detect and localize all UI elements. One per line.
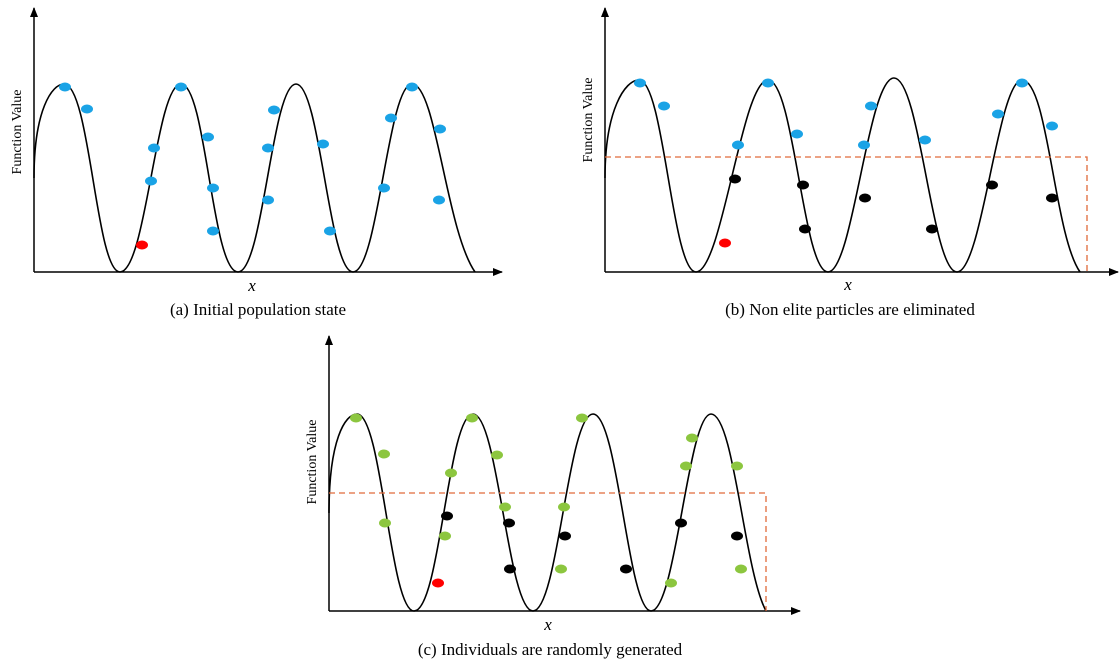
initial-particle (406, 82, 418, 92)
eliminated-particle (797, 180, 809, 190)
initial-particle (433, 195, 445, 205)
eliminated-particle (559, 531, 571, 541)
initial-particle (992, 109, 1004, 119)
eliminated-particle (441, 511, 453, 521)
generated-particle (576, 413, 588, 423)
elite-threshold-c (329, 492, 767, 611)
initial-particle (658, 101, 670, 111)
particles-c (350, 413, 747, 588)
initial-particle (59, 82, 71, 92)
eliminated-particle (859, 193, 871, 203)
initial-particle (81, 104, 93, 114)
function-curve-b (604, 77, 1081, 273)
generated-particle (499, 502, 511, 512)
eliminated-particle (1046, 193, 1058, 203)
eliminated-particle (503, 518, 515, 528)
generated-particle (350, 413, 362, 423)
initial-particle (634, 78, 646, 88)
initial-particle (317, 139, 329, 149)
generated-particle (445, 468, 457, 478)
eliminated-particle (504, 564, 516, 574)
initial-particle (145, 176, 157, 186)
best-particle (432, 578, 444, 588)
generated-particle (555, 564, 567, 574)
initial-particle (378, 183, 390, 193)
generated-particle (665, 578, 677, 588)
eliminated-particle (729, 174, 741, 184)
panel-c: Function Value x (c) Individuals are ran… (305, 335, 801, 659)
generated-particle (466, 413, 478, 423)
eliminated-particle (675, 518, 687, 528)
initial-particle (1016, 78, 1028, 88)
x-axis-label-a: x (247, 276, 256, 295)
particles-b (634, 78, 1058, 248)
initial-particle (148, 143, 160, 153)
x-axis-label-c: x (543, 615, 552, 634)
initial-particle (207, 226, 219, 236)
generated-particle (439, 531, 451, 541)
eliminated-particle (731, 531, 743, 541)
generated-particle (731, 461, 743, 471)
eliminated-particle (799, 224, 811, 234)
y-axis-label-c: Function Value (305, 420, 320, 505)
particles-a (59, 82, 446, 250)
eliminated-particle (620, 564, 632, 574)
initial-particle (268, 105, 280, 115)
caption-c: (c) Individuals are randomly generated (418, 640, 683, 659)
eliminated-particle (926, 224, 938, 234)
eliminated-particle (986, 180, 998, 190)
best-particle (136, 240, 148, 250)
y-axis-label-a: Function Value (10, 90, 25, 175)
best-particle (719, 238, 731, 248)
caption-b: (b) Non elite particles are eliminated (725, 300, 975, 319)
generated-particle (735, 564, 747, 574)
initial-particle (207, 183, 219, 193)
initial-particle (202, 132, 214, 142)
generated-particle (379, 518, 391, 528)
initial-particle (1046, 121, 1058, 131)
initial-particle (385, 113, 397, 123)
initial-particle (175, 82, 187, 92)
initial-particle (791, 129, 803, 139)
initial-particle (434, 124, 446, 134)
initial-particle (262, 143, 274, 153)
initial-particle (262, 195, 274, 205)
panel-b: Function Value x (b) Non elite particles… (581, 7, 1119, 319)
initial-particle (919, 135, 931, 145)
initial-particle (324, 226, 336, 236)
generated-particle (686, 433, 698, 443)
generated-particle (491, 450, 503, 460)
y-axis-label-b: Function Value (581, 78, 596, 163)
function-curve-c (328, 413, 767, 612)
caption-a: (a) Initial population state (170, 300, 346, 319)
generated-particle (680, 461, 692, 471)
generated-particle (558, 502, 570, 512)
elite-threshold-b (605, 156, 1088, 272)
initial-particle (858, 140, 870, 150)
initial-particle (865, 101, 877, 111)
x-axis-label-b: x (843, 275, 852, 294)
initial-particle (732, 140, 744, 150)
generated-particle (378, 449, 390, 459)
function-curve-a (33, 83, 476, 273)
panel-a: Function Value x (a) Initial population … (10, 7, 503, 319)
initial-particle (762, 78, 774, 88)
